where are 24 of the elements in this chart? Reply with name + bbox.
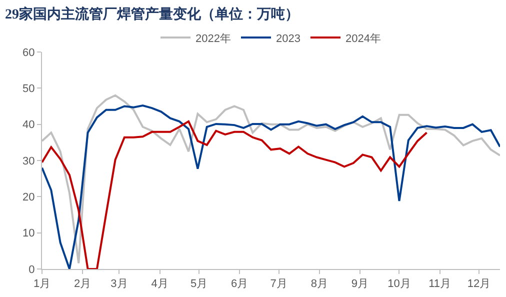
x-tick-label: 4月 <box>151 278 168 290</box>
x-tick-label: 7月 <box>270 278 288 290</box>
x-tick-label: 2月 <box>74 278 92 290</box>
legend-label: 2023 <box>276 32 300 45</box>
legend-label: 2024年 <box>345 32 381 45</box>
x-tick-label: 1月 <box>33 278 51 290</box>
y-tick-label: 20 <box>22 192 35 204</box>
y-tick-label: 50 <box>22 83 35 96</box>
legend-label: 2022年 <box>196 32 231 45</box>
y-tick-label: 10 <box>22 228 35 240</box>
y-tick-label: 30 <box>22 155 35 168</box>
x-tick-label: 6月 <box>231 278 248 290</box>
x-tick-label: 11月 <box>428 278 452 290</box>
chart-title: 29家国内主流管厂焊管产量变化（单位：万吨） <box>5 6 300 23</box>
x-tick-label: 3月 <box>110 278 128 290</box>
y-tick-label: 0 <box>28 264 35 276</box>
x-tick-label: 8月 <box>310 278 328 290</box>
y-tick-label: 60 <box>22 46 35 59</box>
x-tick-label: 12月 <box>467 278 491 290</box>
y-tick-label: 40 <box>22 119 35 132</box>
x-tick-label: 5月 <box>190 278 208 290</box>
x-tick-label: 9月 <box>351 278 369 290</box>
x-tick-label: 10月 <box>388 278 411 290</box>
line-series <box>42 120 428 269</box>
